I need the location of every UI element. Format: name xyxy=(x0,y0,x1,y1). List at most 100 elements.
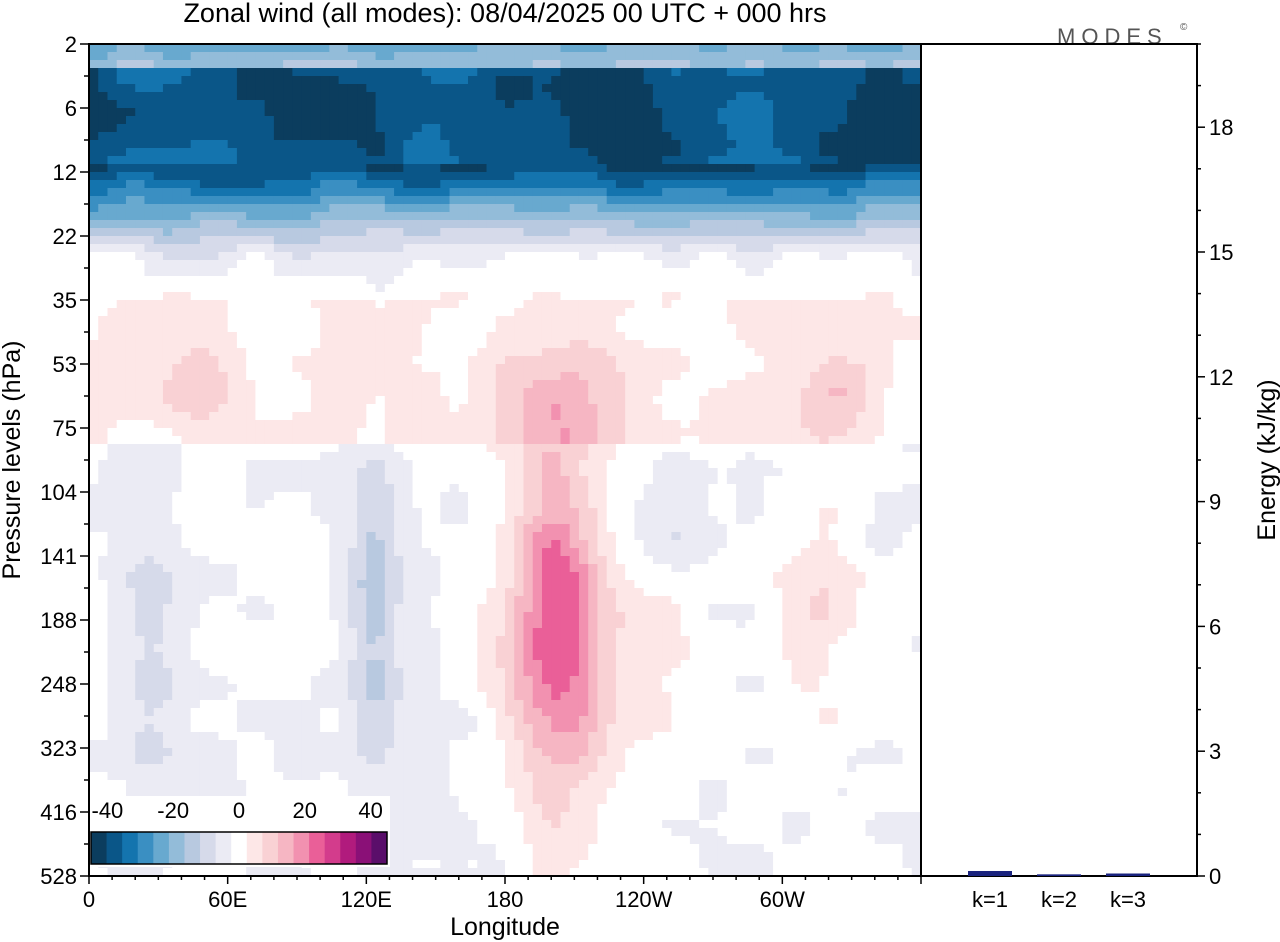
heatmap-cell xyxy=(578,236,589,245)
heatmap-cell xyxy=(172,252,183,261)
heatmap-cell xyxy=(273,460,284,469)
heatmap-cell xyxy=(680,236,691,245)
heatmap-cell xyxy=(199,124,210,133)
heatmap-cell xyxy=(421,348,432,357)
heatmap-cell xyxy=(615,116,626,125)
heatmap-cell xyxy=(671,420,682,429)
heatmap-cell xyxy=(227,132,238,141)
heatmap-cell xyxy=(588,364,599,373)
heatmap-cell xyxy=(541,84,552,93)
heatmap-cell xyxy=(412,388,423,397)
heatmap-cell xyxy=(578,276,589,285)
heatmap-cell xyxy=(578,260,589,269)
heatmap-cell xyxy=(458,196,469,205)
heatmap-cell xyxy=(468,364,478,373)
heatmap-cell xyxy=(227,452,238,461)
heatmap-cell xyxy=(468,60,478,69)
heatmap-cell xyxy=(116,484,127,493)
heatmap-cell xyxy=(505,476,515,485)
heatmap-cell xyxy=(800,60,811,69)
heatmap-cell xyxy=(403,444,414,453)
heatmap-cell xyxy=(634,340,645,349)
heatmap-cell xyxy=(643,228,654,237)
heatmap-cell xyxy=(329,356,340,365)
heatmap-cell xyxy=(153,484,164,493)
heatmap-cell xyxy=(301,260,312,269)
heatmap-cell xyxy=(736,252,746,261)
heatmap-cell xyxy=(736,140,746,149)
heatmap-cell xyxy=(449,348,460,357)
heatmap-cell xyxy=(421,372,432,381)
heatmap-cell xyxy=(736,204,746,213)
heatmap-cell xyxy=(837,244,848,253)
heatmap-cell xyxy=(505,228,515,237)
heatmap-cell xyxy=(874,404,885,413)
heatmap-cell xyxy=(717,204,728,213)
heatmap-cell xyxy=(292,484,303,493)
heatmap-cell xyxy=(264,372,275,381)
heatmap-cell xyxy=(763,220,774,229)
heatmap-cell xyxy=(477,324,488,333)
heatmap-cell xyxy=(209,364,220,373)
heatmap-cell xyxy=(754,332,765,341)
heatmap-cell xyxy=(625,340,636,349)
heatmap-cell xyxy=(209,140,220,149)
heatmap-cell xyxy=(865,308,876,317)
heatmap-cell xyxy=(791,172,802,181)
heatmap-cell xyxy=(283,212,293,221)
heatmap-cell xyxy=(773,204,783,213)
heatmap-cell xyxy=(865,52,876,61)
heatmap-cell xyxy=(255,148,266,157)
heatmap-cell xyxy=(902,60,913,69)
heatmap-cell xyxy=(514,276,525,285)
heatmap-cell xyxy=(89,84,99,93)
heatmap-cell xyxy=(782,140,793,149)
heatmap-cell xyxy=(662,452,672,461)
heatmap-cell xyxy=(523,308,534,317)
heatmap-cell xyxy=(384,100,395,109)
heatmap-cell xyxy=(828,164,839,173)
heatmap-cell xyxy=(643,172,654,181)
heatmap-cell xyxy=(569,180,580,189)
heatmap-cell xyxy=(541,300,552,309)
heatmap-cell xyxy=(209,436,220,445)
heatmap-cell xyxy=(615,348,626,357)
heatmap-cell xyxy=(588,412,599,421)
heatmap-cell xyxy=(98,436,109,445)
heatmap-cell xyxy=(209,260,220,269)
heatmap-cell xyxy=(135,300,146,309)
heatmap-cell xyxy=(292,444,303,453)
heatmap-cell xyxy=(884,84,894,93)
heatmap-cell xyxy=(477,252,488,261)
heatmap-cell xyxy=(560,380,571,389)
heatmap-cell xyxy=(911,52,922,61)
heatmap-cell xyxy=(551,220,562,229)
heatmap-cell xyxy=(680,212,691,221)
heatmap-cell xyxy=(98,396,109,405)
heatmap-cell xyxy=(421,468,432,477)
heatmap-cell xyxy=(153,340,164,349)
heatmap-cell xyxy=(181,348,192,357)
heatmap-cell xyxy=(911,84,922,93)
heatmap-cell xyxy=(763,364,774,373)
heatmap-cell xyxy=(107,204,118,213)
heatmap-cell xyxy=(338,92,349,101)
heatmap-cell xyxy=(551,124,562,133)
heatmap-cell xyxy=(292,212,303,221)
heatmap-cell xyxy=(107,452,118,461)
heatmap-cell xyxy=(486,436,497,445)
heatmap-cell xyxy=(856,388,867,397)
heatmap-cell xyxy=(800,204,811,213)
heatmap-cell xyxy=(125,292,136,301)
heatmap-cell xyxy=(264,188,275,197)
heatmap-cell xyxy=(421,340,432,349)
heatmap-cell xyxy=(116,44,127,53)
heatmap-cell xyxy=(541,124,552,133)
heatmap-cell xyxy=(320,484,330,493)
heatmap-cell xyxy=(440,84,451,93)
heatmap-cell xyxy=(89,268,99,277)
heatmap-cell xyxy=(662,332,672,341)
heatmap-cell xyxy=(449,116,460,125)
heatmap-cell xyxy=(541,444,552,453)
heatmap-cell xyxy=(865,60,876,69)
